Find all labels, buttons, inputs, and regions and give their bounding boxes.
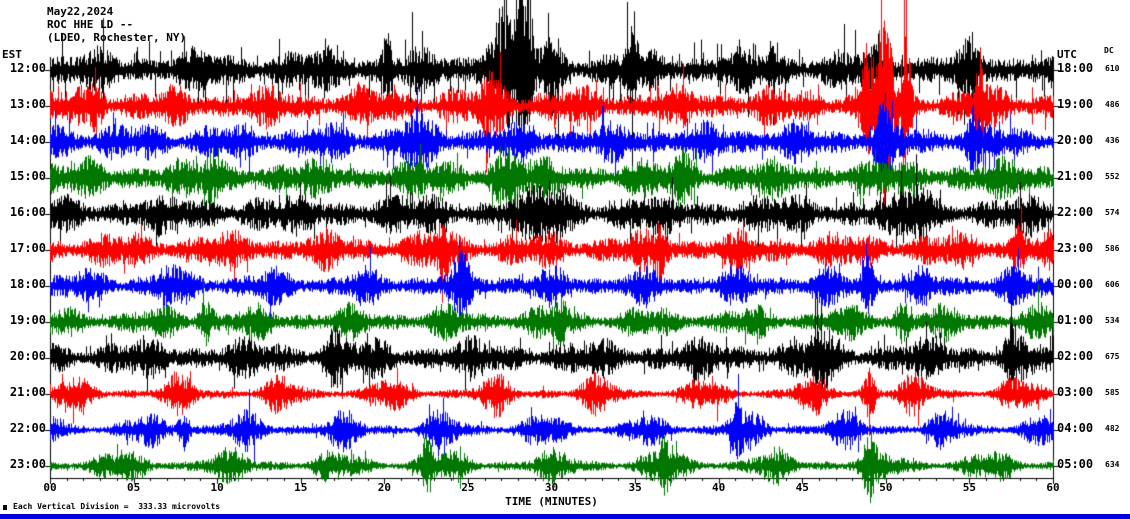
bottom-border-bar [0,514,1130,519]
note-marker [3,505,7,510]
